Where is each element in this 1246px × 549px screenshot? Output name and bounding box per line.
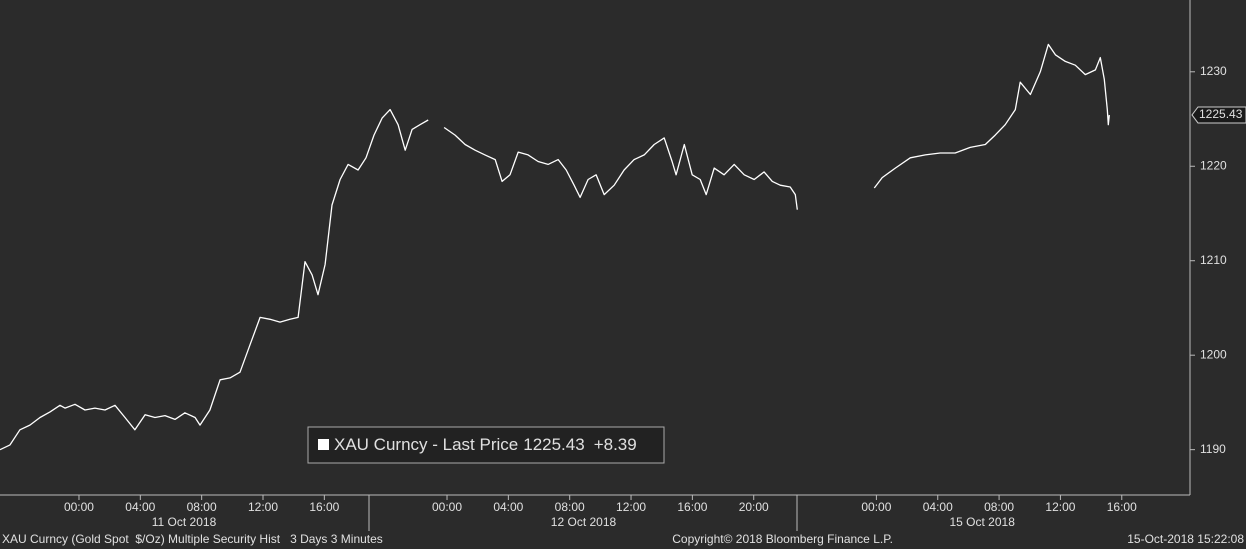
x-tick-label: 08:00 [555,500,585,514]
y-tick-label: 1230 [1200,64,1227,78]
last-price-tag-label: 1225.43 [1199,107,1243,121]
x-tick-label: 16:00 [677,500,707,514]
x-tick-label: 16:00 [309,500,339,514]
x-tick-label: 16:00 [1107,500,1137,514]
legend-series: XAU Curncy - Last Price [334,435,518,454]
day-label: 11 Oct 2018 [152,515,217,529]
footer-copyright: Copyright© 2018 Bloomberg Finance L.P. [672,532,893,546]
x-tick-label: 12:00 [1045,500,1075,514]
x-tick-label: 08:00 [984,500,1014,514]
x-tick-label: 04:00 [493,500,523,514]
y-tick-label: 1200 [1200,347,1227,361]
legend-label: XAU Curncy - Last Price 1225.43 +8.39 [334,435,637,454]
price-line [0,43,1110,451]
last-price-tag-box [1191,106,1246,124]
x-tick-label: 08:00 [187,500,217,514]
legend-last: 1225.43 [523,435,584,454]
x-tick-label: 12:00 [248,500,278,514]
y-tick-label: 1190 [1200,442,1226,456]
y-tick-label: 1220 [1200,158,1227,172]
x-tick-label: 00:00 [432,500,462,514]
footer-timestamp: 15-Oct-2018 15:22:08 [1127,532,1244,546]
x-tick-label: 00:00 [861,500,891,514]
footer-security: XAU Curncy (Gold Spot $/Oz) Multiple Sec… [2,532,383,546]
day-label: 12 Oct 2018 [551,515,617,529]
x-tick-label: 04:00 [923,500,953,514]
x-tick-label: 20:00 [739,500,769,514]
x-tick-label: 00:00 [64,500,94,514]
last-price-tag: 1225.43 [1191,106,1246,124]
legend-change: +8.39 [594,435,637,454]
y-tick-label: 1210 [1200,253,1227,267]
x-tick-label: 12:00 [616,500,646,514]
legend-swatch [318,439,329,450]
x-tick-label: 04:00 [125,500,155,514]
day-label: 15 Oct 2018 [950,515,1016,529]
legend-box [307,426,665,464]
legend: XAU Curncy - Last Price 1225.43 +8.39 [307,426,665,464]
